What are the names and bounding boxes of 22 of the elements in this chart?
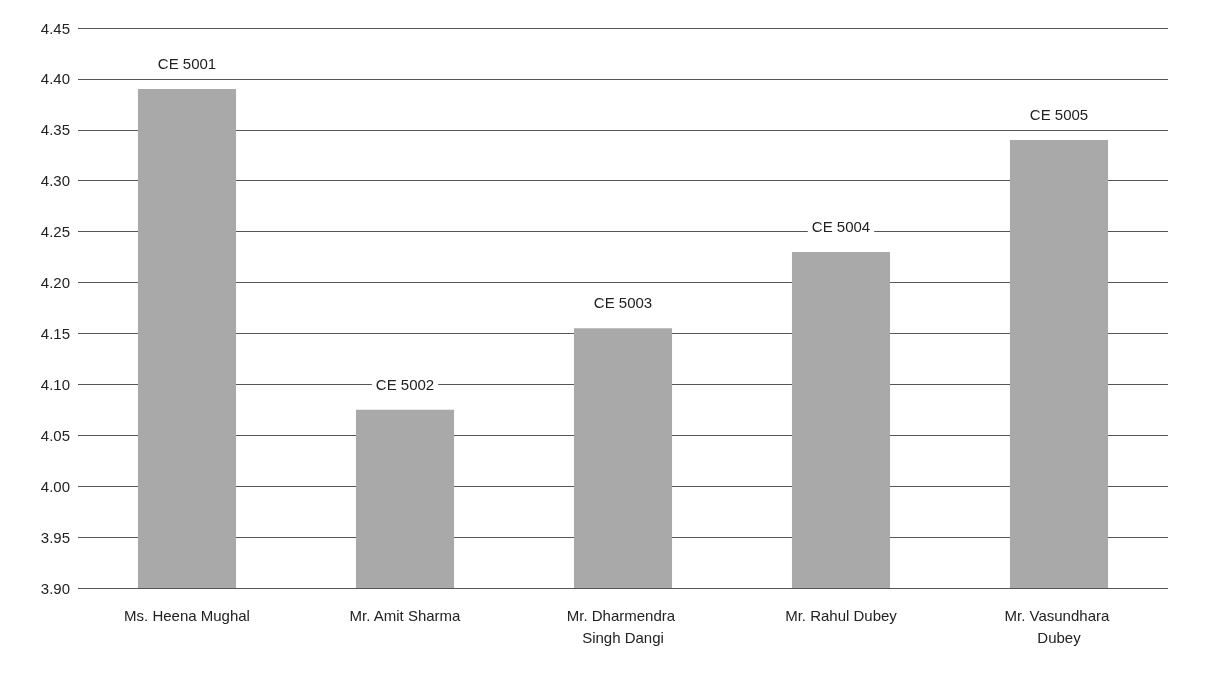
y-tick-label: 4.45 [40, 19, 70, 37]
y-tick-label: 4.40 [40, 70, 70, 88]
y-tick-label: 4.15 [40, 324, 70, 342]
y-tick-label: 4.20 [40, 274, 70, 292]
x-tick-label: Mr. Rahul Dubey [785, 606, 898, 624]
y-tick-label: 4.10 [40, 375, 70, 393]
y-tick-label: 3.95 [40, 528, 70, 546]
y-tick-label: 3.90 [40, 579, 70, 597]
data-label: CE 5002 [375, 375, 435, 393]
y-tick-label: 4.25 [40, 223, 70, 241]
x-tick-label: Mr. Vasundhara Dubey [1004, 606, 1114, 646]
y-tick-label: 4.05 [40, 426, 70, 444]
y-tick-label: 4.35 [40, 121, 70, 139]
data-label: CE 5005 [1029, 106, 1089, 123]
data-label: CE 5001 [157, 55, 217, 73]
data-label: CE 5004 [811, 218, 871, 235]
x-tick-label: Mr. Dharmendra Singh Dangi [566, 606, 680, 646]
y-tick-label: 4.00 [40, 477, 70, 495]
x-tick-label: Mr. Amit Sharma [349, 606, 462, 624]
y-tick-label: 4.30 [40, 172, 70, 190]
x-tick-label: Ms. Heena Mughal [124, 606, 250, 624]
data-label: CE 5003 [593, 294, 653, 312]
